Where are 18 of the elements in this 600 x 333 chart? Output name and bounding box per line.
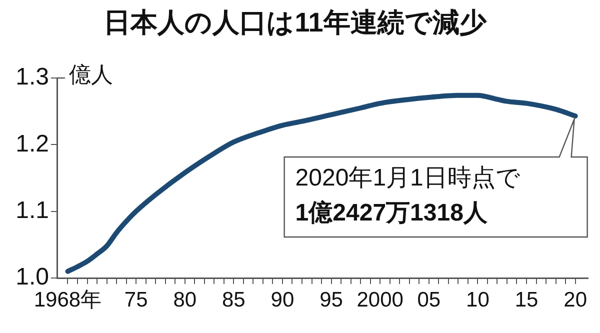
x-tick-label: 80 [173,288,197,312]
y-tick-label: 1.2 [16,130,49,158]
x-tick-label: 15 [514,288,538,312]
y-tick-label: 1.0 [16,264,49,291]
x-tick-label: 10 [466,288,490,312]
x-tick-label: 75 [124,288,148,312]
y-axis-title: 億人 [69,62,113,88]
y-tick-label: 1.3 [16,64,49,91]
x-tick-label: 20 [564,288,587,312]
chart-title: 日本人の人口は11年連続で減少 [104,7,488,38]
x-tick-label: 95 [320,288,343,312]
x-tick-label: 90 [270,288,294,312]
x-tick-label: 05 [417,288,441,312]
x-tick-label: 1968年 [34,288,102,312]
annotation: 2020年1月1日時点で 1億2427万1318人 [295,164,520,227]
y-tick-label: 1.1 [16,196,49,224]
x-tick-label: 85 [222,288,246,312]
x-tick-label: 2000 [356,288,404,312]
